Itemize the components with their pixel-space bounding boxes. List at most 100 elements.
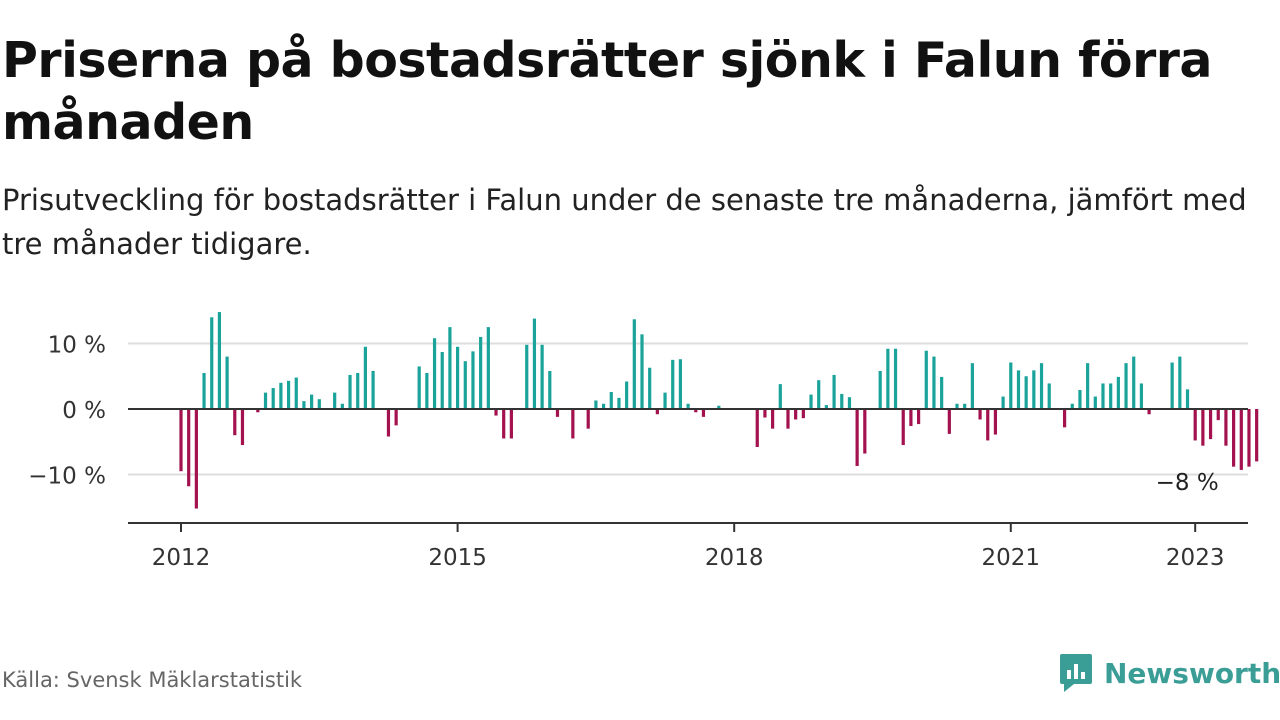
bar: [1247, 409, 1251, 467]
bar: [1132, 356, 1136, 409]
bar: [809, 394, 813, 409]
bar: [755, 409, 759, 447]
bar: [1232, 409, 1236, 467]
bar: [1208, 409, 1213, 440]
bar: [540, 344, 544, 409]
y-tick-label: −10 %: [28, 464, 106, 490]
bar: [832, 374, 836, 409]
bar: [717, 405, 721, 409]
bar: [1101, 383, 1105, 409]
bar: [778, 384, 782, 409]
bar: [187, 409, 191, 487]
bar: [648, 367, 652, 409]
bar: [440, 352, 444, 409]
bar: [509, 409, 513, 439]
bar: [1139, 383, 1144, 409]
bar: [386, 409, 391, 437]
bar: [455, 346, 460, 409]
bar: [279, 382, 283, 409]
bar: [1032, 370, 1036, 409]
bar: [1255, 409, 1259, 462]
bar: [486, 327, 490, 409]
bar: [1070, 403, 1074, 409]
bar: [217, 312, 222, 409]
bar: [1062, 409, 1067, 428]
bar: [1001, 396, 1005, 409]
bar: [640, 334, 644, 409]
bar: [1201, 409, 1205, 446]
bar: [317, 399, 321, 409]
bar: [356, 372, 360, 409]
bar: [786, 409, 790, 429]
chart-subtitle: Prisutveckling för bostadsrätter i Falun…: [2, 183, 1247, 261]
brand-name: Newsworthy: [1104, 656, 1280, 690]
bar: [878, 371, 882, 409]
bar: [532, 318, 537, 409]
bar: [256, 409, 260, 413]
bar-chart: 10 % 0 % −10 % 2012 2015 2018 2021 2023 −8 %: [28, 312, 1259, 572]
bar: [625, 381, 629, 409]
bar: [1239, 409, 1243, 470]
bar: [233, 409, 237, 436]
bar: [340, 403, 344, 409]
bar: [986, 409, 990, 441]
bar: [371, 371, 375, 409]
bar: [1024, 376, 1028, 409]
bar: [432, 338, 437, 409]
bar: [1109, 383, 1113, 409]
bar: [225, 356, 229, 409]
bar: [940, 376, 944, 409]
bar: [333, 392, 337, 409]
y-tick-label: 0 %: [62, 398, 106, 424]
bar: [448, 327, 452, 409]
bar: [240, 409, 245, 446]
bar: [671, 359, 675, 409]
bar: [571, 409, 575, 439]
bar: [586, 409, 590, 429]
bar: [909, 409, 913, 427]
bar: [294, 377, 298, 409]
bar: [824, 405, 828, 409]
x-tick-label: 2021: [982, 545, 1041, 571]
bar: [817, 380, 821, 409]
bar: [655, 409, 659, 415]
bar: [893, 348, 898, 409]
bar: [840, 393, 844, 409]
bar: [1224, 409, 1228, 446]
bar: [993, 409, 998, 435]
bar: [1170, 362, 1174, 409]
bar: [348, 374, 352, 409]
bar: [210, 317, 214, 409]
source-note: Källa: Svensk Mäklarstatistik: [2, 668, 303, 692]
bars: [179, 312, 1259, 509]
bar: [924, 350, 928, 409]
bar: [1124, 363, 1128, 409]
bar: [1193, 409, 1197, 441]
annotation-label: −8 %: [1156, 470, 1219, 496]
bar: [502, 409, 506, 439]
bar: [847, 397, 852, 409]
bar: [286, 380, 291, 409]
bar: [955, 403, 959, 409]
bar: [701, 409, 706, 417]
bar: [794, 409, 798, 420]
bar: [302, 401, 306, 409]
bar: [771, 409, 775, 429]
bar: [686, 403, 690, 409]
bar: [194, 409, 198, 509]
y-tick-label: 10 %: [48, 333, 106, 359]
bar: [1078, 390, 1082, 409]
bar: [594, 400, 598, 409]
bar: [548, 371, 552, 409]
bar: [417, 366, 421, 409]
bar: [394, 409, 398, 426]
bar: [263, 392, 268, 409]
tick-labels: 10 % 0 % −10 % 2012 2015 2018 2021 2023 −8 %: [28, 333, 1224, 572]
bar: [617, 397, 621, 409]
bar: [901, 409, 905, 446]
bar: [1093, 396, 1097, 409]
bar: [525, 344, 529, 409]
bar: [363, 346, 367, 409]
bar: [601, 403, 606, 409]
x-tick-label: 2018: [705, 545, 764, 571]
